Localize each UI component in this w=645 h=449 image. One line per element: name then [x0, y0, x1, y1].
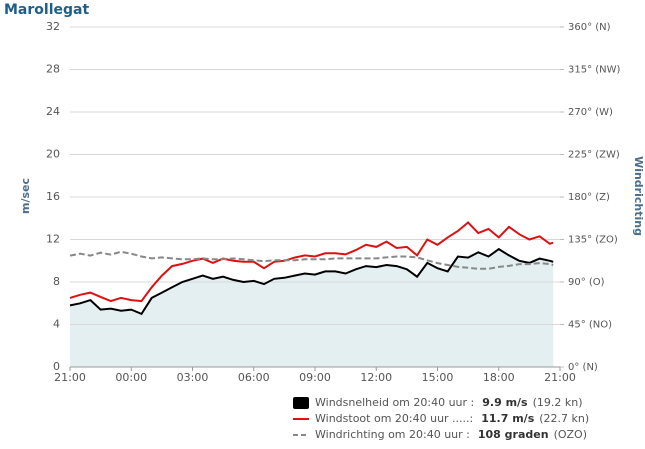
- grid: [70, 26, 560, 368]
- chart-title: Marollegat: [4, 2, 89, 18]
- x-tick-label: 21:00: [54, 371, 86, 384]
- y-tick-label: 12: [46, 233, 60, 246]
- y-tick-label: 32: [46, 20, 60, 33]
- y-tick-label: 4: [53, 318, 60, 331]
- legend-current: 9.9 m/s: [482, 396, 528, 409]
- x-tick-label: 12:00: [360, 371, 392, 384]
- series-line: [69, 250, 554, 270]
- legend-name: Windrichting om 20:40 uur :: [315, 428, 470, 441]
- y2-tick-label: 180° (Z): [568, 192, 610, 203]
- legend-symbol: [293, 397, 309, 409]
- x-tick-label: 18:00: [483, 371, 515, 384]
- x-tick-label: 21:00: [544, 371, 576, 384]
- x-tick-label: 09:00: [299, 371, 331, 384]
- y2-tick-label: 225° (ZW): [568, 150, 620, 161]
- y2-tick-label: 45° (NO): [568, 320, 612, 331]
- series-line: [69, 247, 554, 316]
- legend-name: Windstoot om 20:40 uur .....:: [315, 412, 473, 425]
- legend-extra: (22.7 kn): [539, 412, 589, 425]
- y2-tick-label: 0° (N): [568, 362, 598, 373]
- x-tick-label: 00:00: [115, 371, 147, 384]
- legend-extra: (19.2 kn): [533, 396, 583, 409]
- legend-name: Windsnelheid om 20:40 uur :: [315, 396, 474, 409]
- y-tick-label: 28: [46, 63, 60, 76]
- y-tick-label: 20: [46, 148, 60, 161]
- y-axis-label: m/sec: [19, 178, 32, 214]
- x-tick-label: 06:00: [238, 371, 270, 384]
- legend-current: 11.7 m/s: [481, 412, 534, 425]
- y-tick-label: 24: [46, 105, 60, 118]
- x-tick-label: 15:00: [422, 371, 454, 384]
- y-tick-label: 8: [53, 275, 60, 288]
- y2-tick-label: 360° (N): [568, 22, 611, 33]
- y2-tick-label: 270° (W): [568, 107, 613, 118]
- y2-axis-label: Windrichting: [632, 156, 645, 236]
- y2-tick-label: 315° (NW): [568, 65, 621, 76]
- y-tick-label: 0: [53, 360, 60, 373]
- series-line: [69, 221, 554, 303]
- y2-tick-label: 135° (ZO): [568, 235, 618, 246]
- legend-current: 108 graden: [478, 428, 549, 441]
- y2-tick-label: 90° (O): [568, 277, 605, 288]
- area-fill: [70, 249, 554, 367]
- y-tick-label: 16: [46, 190, 60, 203]
- x-tick-label: 03:00: [177, 371, 209, 384]
- legend-extra: (OZO): [554, 428, 587, 441]
